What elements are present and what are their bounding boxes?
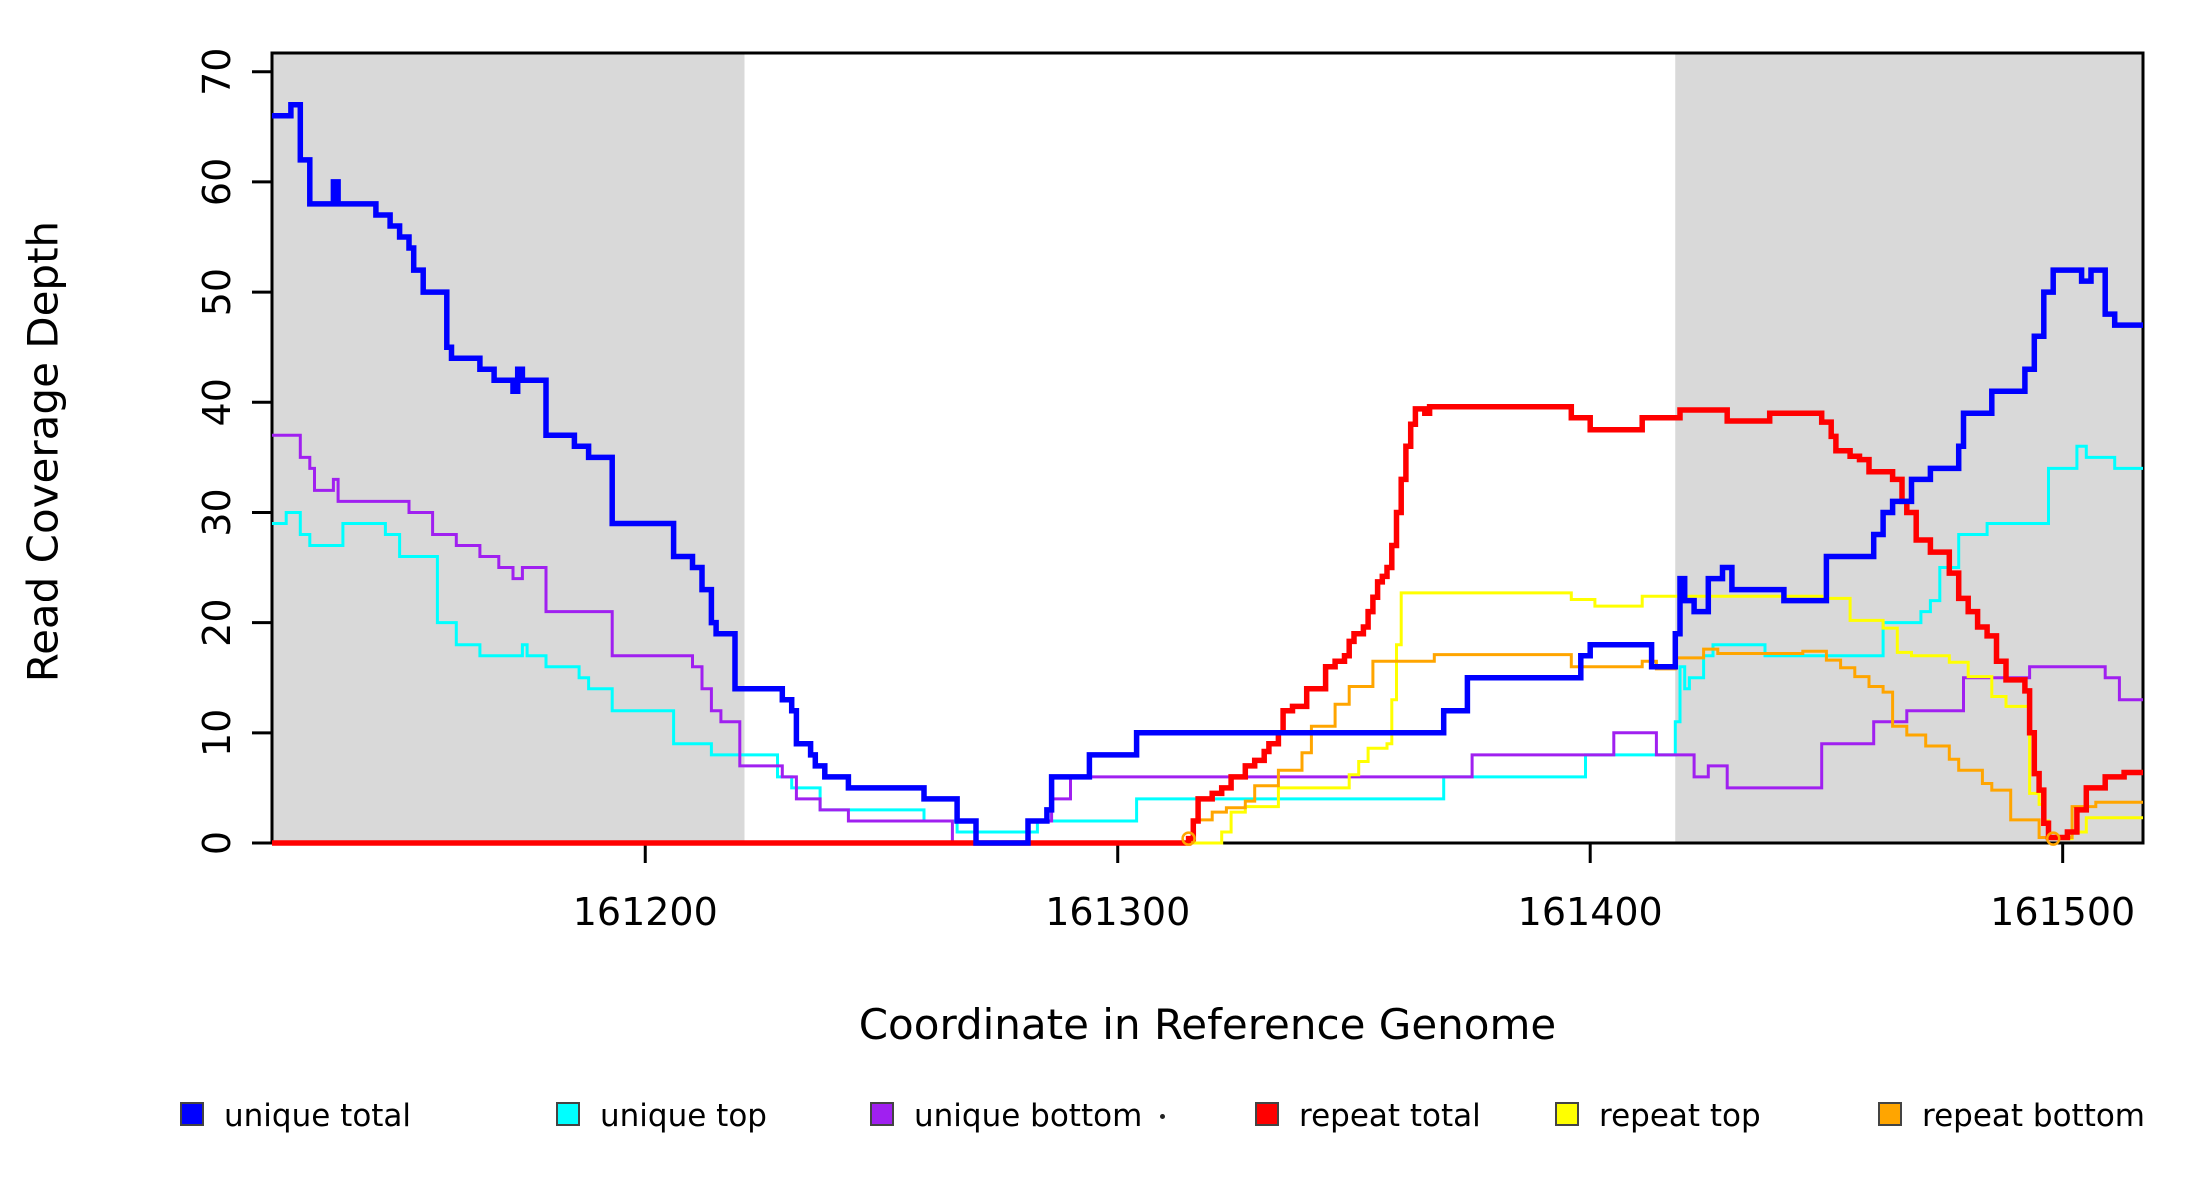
x-axis-title-text: Coordinate in Reference Genome <box>858 1000 1557 1049</box>
x-tick-label: 161200 <box>573 890 718 934</box>
legend-swatch-repeat-bottom <box>1878 1102 1902 1126</box>
legend-swatch-unique-total <box>180 1102 204 1126</box>
y-tick-label: 20 <box>195 598 239 646</box>
legend-swatch-unique-bottom <box>870 1102 894 1126</box>
legend-label: repeat total <box>1299 1098 1481 1134</box>
legend-swatch-repeat-top <box>1555 1102 1579 1126</box>
y-tick-label: 0 <box>195 831 239 855</box>
series-line-unique-total <box>272 102 2143 846</box>
legend: unique total unique top unique bottom repea… <box>0 1098 2200 1158</box>
point-marker <box>2045 831 2061 846</box>
series-line-unique-bottom <box>272 433 2143 845</box>
legend-label: repeat bottom <box>1922 1098 2146 1134</box>
shaded-region-2 <box>1675 53 2143 843</box>
legend-label: unique bottom <box>914 1098 1143 1134</box>
y-tick-label: 50 <box>195 268 239 316</box>
x-tick-label: 161400 <box>1518 890 1663 934</box>
series-line-unique-top <box>272 444 2143 834</box>
y-tick-label: 40 <box>195 378 239 426</box>
stray-dot-artifact <box>1160 1114 1165 1119</box>
legend-label: unique total <box>224 1098 412 1134</box>
y-tick-label: 70 <box>195 48 239 96</box>
y-tick-label: 10 <box>195 709 239 757</box>
y-tick-label: 30 <box>195 488 239 536</box>
series-line-repeat-top <box>272 591 2143 845</box>
legend-swatch-repeat-total <box>1255 1102 1279 1126</box>
point-marker <box>1181 831 1196 846</box>
legend-swatch-unique-top <box>556 1102 580 1126</box>
legend-label: repeat top <box>1599 1098 1761 1134</box>
series-line-repeat-bottom <box>272 647 2143 845</box>
x-axis-title: Coordinate in Reference Genome <box>0 1000 2200 1049</box>
x-tick-label: 161300 <box>1045 890 1190 934</box>
legend-label: unique top <box>600 1098 767 1134</box>
y-axis-title: Read Coverage Depth <box>18 220 68 683</box>
y-tick-label: 60 <box>195 158 239 206</box>
x-tick-label: 161500 <box>1990 890 2135 934</box>
